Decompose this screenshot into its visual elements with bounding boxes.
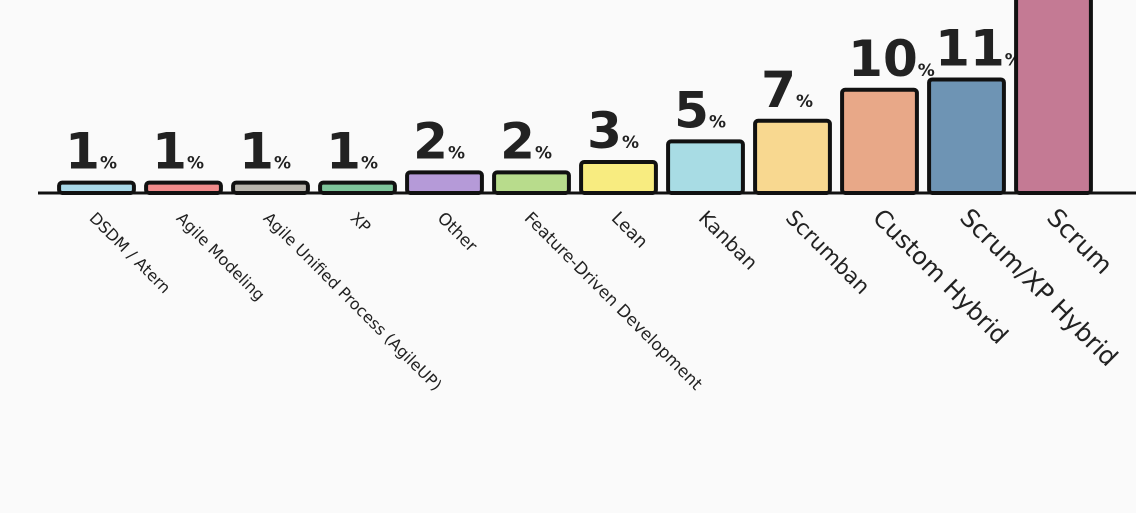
x-tick-label: DSDM / Atern bbox=[86, 208, 175, 297]
bar bbox=[927, 77, 1006, 195]
value-label: 11% bbox=[935, 19, 1022, 77]
value-label: 2% bbox=[413, 112, 465, 170]
bar bbox=[1014, 0, 1093, 195]
x-tick-label: Feature-Driven Development bbox=[521, 208, 707, 394]
value-label: 7% bbox=[761, 61, 813, 119]
bar bbox=[666, 139, 745, 195]
value-label: 1% bbox=[239, 123, 291, 181]
bar bbox=[753, 118, 832, 195]
value-label: 1% bbox=[326, 123, 378, 181]
value-label: 10% bbox=[848, 30, 935, 88]
value-label: 3% bbox=[587, 102, 639, 160]
bar bbox=[144, 180, 223, 195]
bar bbox=[405, 170, 484, 196]
value-label: 5% bbox=[674, 81, 726, 139]
value-label: 2% bbox=[500, 112, 552, 170]
bar bbox=[840, 87, 919, 195]
x-tick-label: Lean bbox=[607, 208, 651, 252]
bar bbox=[579, 160, 658, 195]
x-tick-label: Agile Modeling bbox=[173, 208, 269, 304]
bar bbox=[231, 180, 310, 195]
x-tick-label: Scrumban bbox=[780, 206, 874, 300]
value-label: 1% bbox=[65, 123, 117, 181]
value-label: 1% bbox=[152, 123, 204, 181]
x-tick-label: Kanban bbox=[694, 206, 762, 274]
bar bbox=[318, 180, 397, 195]
bar bbox=[492, 170, 571, 196]
x-tick-label: Other bbox=[434, 208, 482, 256]
x-tick-label: Scrum bbox=[1041, 203, 1118, 280]
x-tick-label: Agile Unified Process (AgileUP) bbox=[260, 208, 446, 394]
x-tick-label: Scrum/XP Hybrid bbox=[954, 203, 1123, 372]
x-tick-label: XP bbox=[347, 208, 375, 236]
bar bbox=[57, 180, 136, 195]
